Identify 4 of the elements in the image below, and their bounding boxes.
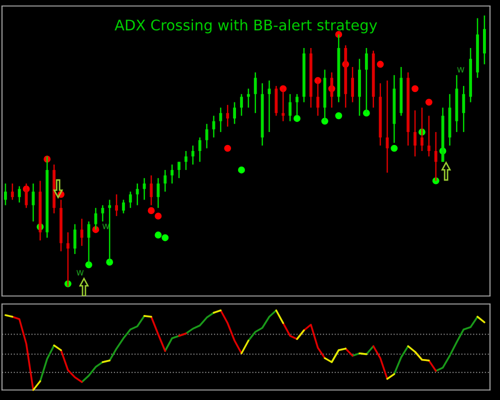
annotation: w xyxy=(102,224,110,230)
annotation: w xyxy=(76,270,84,276)
chart-title: ADX Crossing with BB-alert strategy xyxy=(114,19,378,34)
annotation: w xyxy=(457,67,464,72)
